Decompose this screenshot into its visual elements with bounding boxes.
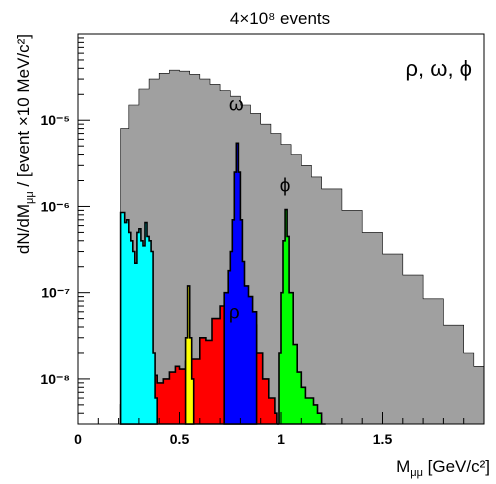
- peak-label: ω: [229, 94, 244, 115]
- x-tick-label: 0.5: [170, 431, 190, 447]
- y-tick-label: 10⁻⁵: [40, 112, 70, 128]
- x-axis-label-unit: [GeV/c²]: [423, 457, 490, 476]
- y-axis-label-sub: μμ: [24, 191, 36, 204]
- y-tick-label: 10⁻⁸: [40, 371, 70, 387]
- peak-label: ρ: [229, 303, 240, 324]
- series-layer: [119, 69, 485, 425]
- plot-frame: [77, 33, 485, 425]
- x-tick-label: 1: [277, 431, 285, 447]
- series-omega: [223, 142, 258, 425]
- x-axis-label-main: M: [396, 457, 410, 476]
- series-eta: [119, 211, 158, 425]
- x-tick-label: 1.5: [373, 431, 393, 447]
- y-axis-label: dN/dMμμ / [event ×10 MeV/c²]: [14, 34, 36, 254]
- chart-title: 4×10⁸ events: [230, 9, 330, 28]
- series-phi: [276, 208, 326, 425]
- annotation-label: ρ, ω, ϕ: [406, 56, 472, 81]
- series-etaprime: [184, 285, 195, 425]
- y-axis-label-unit: / [event ×10 MeV/c²]: [14, 34, 33, 191]
- peak-label: ϕ: [280, 175, 291, 196]
- peak-labels: ω ϕ ρ: [229, 94, 290, 323]
- tick-layer: 0 0.5 1 1.5 10⁻⁸ 10⁻⁷ 10⁻⁶ 10⁻⁵: [40, 33, 465, 447]
- y-tick-label: 10⁻⁶: [41, 198, 70, 214]
- x-tick-label: 0: [74, 431, 82, 447]
- x-axis-label: Mμμ [GeV/c²]: [396, 457, 490, 479]
- y-axis-label-main: dN/dM: [14, 204, 33, 254]
- x-axis-label-sub: μμ: [410, 467, 423, 479]
- y-tick-label: 10⁻⁷: [41, 285, 70, 301]
